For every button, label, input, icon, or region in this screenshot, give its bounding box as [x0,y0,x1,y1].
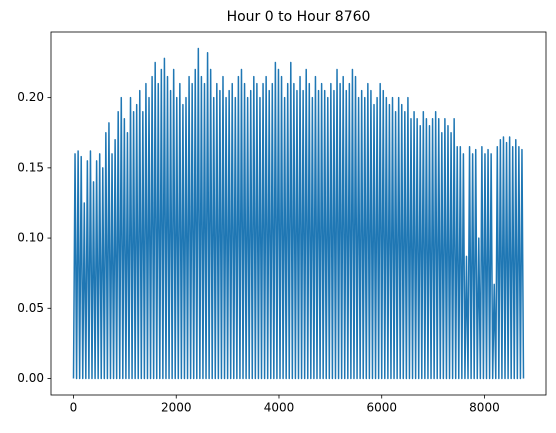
y-tick-label: 0.10 [17,231,44,245]
x-tick-label: 4000 [264,401,295,415]
x-tick-label: 2000 [161,401,192,415]
y-tick-label: 0.15 [17,160,44,174]
y-tick-label: 0.20 [17,90,44,104]
y-tick-label: 0.05 [17,301,44,315]
plot-frame [50,31,547,396]
x-tick-label: 6000 [366,401,397,415]
data-line [72,47,525,380]
x-tick-label: 8000 [469,401,500,415]
chart-title: Hour 0 to Hour 8760 [227,9,371,25]
y-tick-label: 0.00 [17,371,44,385]
x-tick-label: 0 [70,401,78,415]
